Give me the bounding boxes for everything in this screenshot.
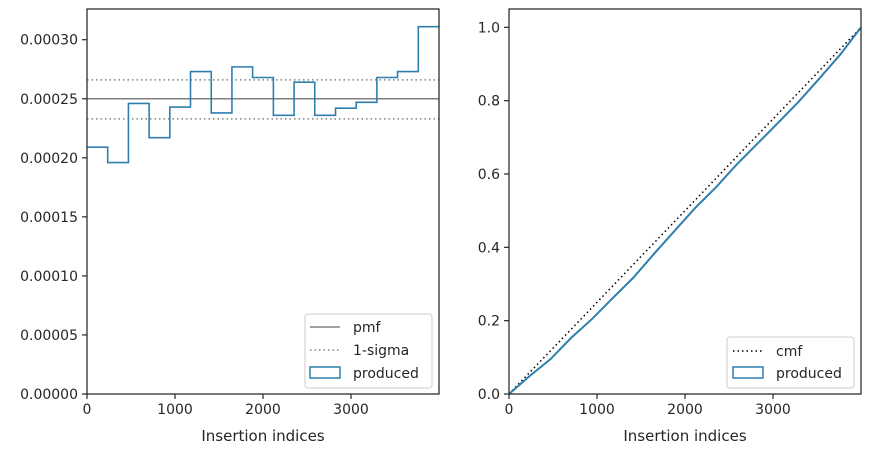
cmf-x-tick-label: 2000 <box>667 402 703 418</box>
cmf-legend-swatch-produced <box>732 366 764 379</box>
cmf-marks <box>508 26 862 395</box>
cmf-y-tick-label: 0.0 <box>478 387 500 403</box>
cmf-x-tick-label: 3000 <box>755 402 791 418</box>
cmf-x-tick-label: 0 <box>505 402 514 418</box>
pmf-y-tick-label: 0.00000 <box>20 387 78 403</box>
cmf-y-tick-label: 0.4 <box>478 240 500 256</box>
pmf-y-tick-label: 0.00020 <box>20 151 78 167</box>
pmf-ticks: 0 1000 2000 3000 0.00000 0.00005 0.00010 0.0001… <box>20 33 369 418</box>
cmf-legend: cmf produced <box>726 336 855 389</box>
pmf-legend-box <box>304 313 433 389</box>
pmf-legend-label-sigma: 1-sigma <box>353 343 409 359</box>
cmf-ticks: 0 1000 2000 3000 0.0 0.2 0.4 0.6 0.8 1.0 <box>478 20 791 418</box>
pmf-legend-label-pmf: pmf <box>353 320 382 336</box>
cmf-plot-area <box>509 9 861 394</box>
pmf-y-tick-label: 0.00005 <box>20 328 78 344</box>
pmf-x-tick-label: 3000 <box>333 402 369 418</box>
cmf-line <box>508 26 862 395</box>
pmf-x-tick-label: 0 <box>83 402 92 418</box>
pmf-legend-swatch-produced <box>309 366 341 379</box>
pmf-y-tick-label: 0.00010 <box>20 269 78 285</box>
cmf-panel: 0 1000 2000 3000 0.0 0.2 0.4 0.6 0.8 1.0 Insertio… <box>478 8 862 445</box>
pmf-y-tick-label: 0.00030 <box>20 33 78 49</box>
pmf-produced-step-line <box>87 25 439 164</box>
pmf-marks <box>87 25 439 164</box>
pmf-legend: pmf 1-sigma produced <box>304 313 433 389</box>
pmf-y-tick-label: 0.00025 <box>20 92 78 108</box>
cmf-y-tick-label: 0.6 <box>478 167 500 183</box>
pmf-y-tick-label: 0.00015 <box>20 210 78 226</box>
pmf-legend-label-produced: produced <box>353 366 419 382</box>
pmf-x-tick-label: 1000 <box>157 402 193 418</box>
cmf-y-tick-label: 1.0 <box>478 20 500 36</box>
cmf-legend-label-produced: produced <box>776 366 842 382</box>
cmf-y-tick-label: 0.2 <box>478 314 500 330</box>
cmf-legend-label-cmf: cmf <box>776 344 803 360</box>
pmf-x-axis-label: Insertion indices <box>201 427 324 445</box>
cmf-x-axis-label: Insertion indices <box>623 427 746 445</box>
cmf-y-tick-label: 0.8 <box>478 94 500 110</box>
pmf-panel: 0 1000 2000 3000 0.00000 0.00005 0.00010 0.0001… <box>20 8 440 445</box>
pmf-x-tick-label: 2000 <box>245 402 281 418</box>
cmf-legend-box <box>726 336 855 389</box>
cmf-x-tick-label: 1000 <box>579 402 615 418</box>
cmf-produced-line <box>508 26 862 395</box>
